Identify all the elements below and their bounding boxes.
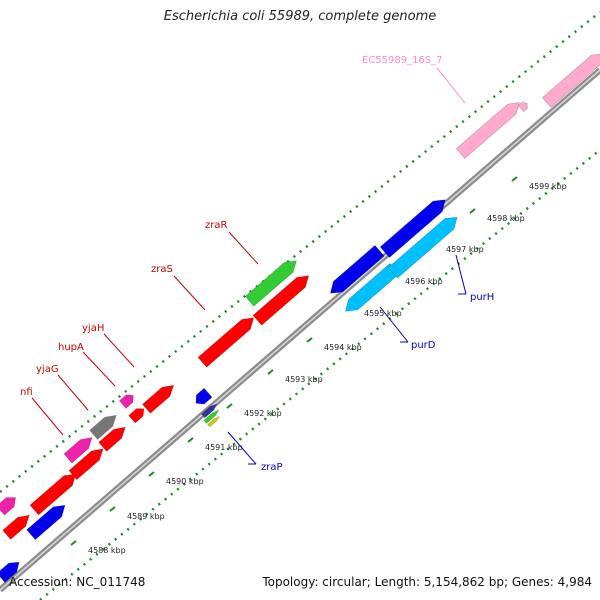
gene-arrow-green: [203, 409, 220, 424]
leader-line: [228, 231, 259, 265]
gene-label: yjaG: [36, 364, 59, 375]
gene-arrow-blue: [330, 244, 385, 294]
tick-label: 4589 kbp: [127, 512, 165, 521]
gene-arrow-red: [142, 384, 175, 414]
gene-label: EC55989_16S_7: [362, 55, 443, 66]
tick-label: 4597 kbp: [446, 245, 484, 254]
gene-arrow-red: [252, 275, 310, 326]
tick-mark: [469, 208, 476, 214]
leader-line: [57, 374, 89, 411]
upper-tick-track: [0, 11, 600, 493]
leader-line: [227, 431, 257, 465]
leader-line: [173, 275, 206, 311]
tick-label: 4592 kbp: [244, 409, 282, 418]
leader-line: [436, 67, 466, 104]
genome-stats: Topology: circular; Length: 5,154,862 bp…: [262, 575, 592, 589]
gene-arrow-magenta: [118, 394, 134, 409]
accession-text: Accession: NC_011748: [9, 575, 146, 589]
gene-label: nfi: [20, 387, 33, 398]
tick-mark: [511, 176, 518, 182]
gene-label: hupA: [58, 342, 84, 353]
rrna-arrow-pink: [541, 53, 600, 108]
gene-arrow-red: [2, 514, 30, 540]
gene-arrow-red: [98, 426, 126, 452]
rrna-arrow-pink: [455, 102, 520, 159]
gene-arrow-red: [68, 448, 104, 481]
length-text: Length: 5,154,862 bp;: [374, 575, 509, 589]
gene-arrow-cyan: [387, 216, 458, 279]
tick-mark: [187, 437, 194, 443]
gene-arrow-magenta: [63, 437, 93, 464]
leader-line: [31, 397, 64, 436]
gene-arrow-red: [128, 408, 145, 424]
gene-arrow-yellow: [207, 415, 221, 428]
gene-arrow-red: [29, 473, 77, 516]
tick-mark: [109, 506, 116, 512]
gene-arrow-gray: [89, 414, 117, 440]
gene-arrow-blue: [0, 561, 20, 583]
gene-arrow-blue: [26, 504, 66, 541]
gene-arrow-red: [197, 317, 255, 368]
tick-label: 4588 kbp: [88, 546, 126, 555]
tick-label: 4594 kbp: [324, 343, 362, 352]
tick-mark: [148, 471, 155, 477]
leader-line: [82, 351, 116, 387]
topology-text: Topology: circular;: [262, 575, 371, 589]
tick-label: 4593 kbp: [285, 375, 323, 384]
gene-label: yjaH: [82, 323, 104, 334]
tick-label: 4599 kbp: [529, 182, 567, 191]
tick-label: 4596 kbp: [405, 277, 443, 286]
map-title: Escherichia coli 55989, complete genome: [163, 9, 437, 24]
gene-arrow-blue: [195, 387, 213, 405]
gene-label: zraP: [261, 462, 283, 473]
tick-label: 4598 kbp: [487, 214, 525, 223]
leader-line: [103, 333, 135, 368]
tick-mark: [226, 403, 233, 409]
gene-arrow-magenta: [0, 497, 16, 516]
gene-arrow-darkblue: [201, 403, 218, 419]
genome-backbone-highlight: [0, 69, 600, 591]
gene-arrow-blue: [379, 199, 446, 258]
gene-label: zraS: [151, 264, 173, 275]
gene-label: purH: [470, 292, 494, 303]
genes-text: Genes: 4,984: [511, 575, 592, 589]
rrna-arrow-pink: [517, 101, 528, 113]
tick-mark: [70, 540, 77, 546]
tick-mark: [267, 369, 274, 375]
tick-label: 4590 kbp: [166, 477, 204, 486]
gene-arrow-green: [244, 260, 297, 307]
gene-label: purD: [411, 340, 436, 351]
leader-line: [455, 254, 467, 295]
tick-mark: [306, 337, 313, 343]
tick-label: 4595 kbp: [364, 309, 402, 318]
tick-label: 4591 kbp: [205, 443, 243, 452]
leader-line: [379, 306, 409, 343]
gene-label: zraR: [205, 220, 227, 231]
